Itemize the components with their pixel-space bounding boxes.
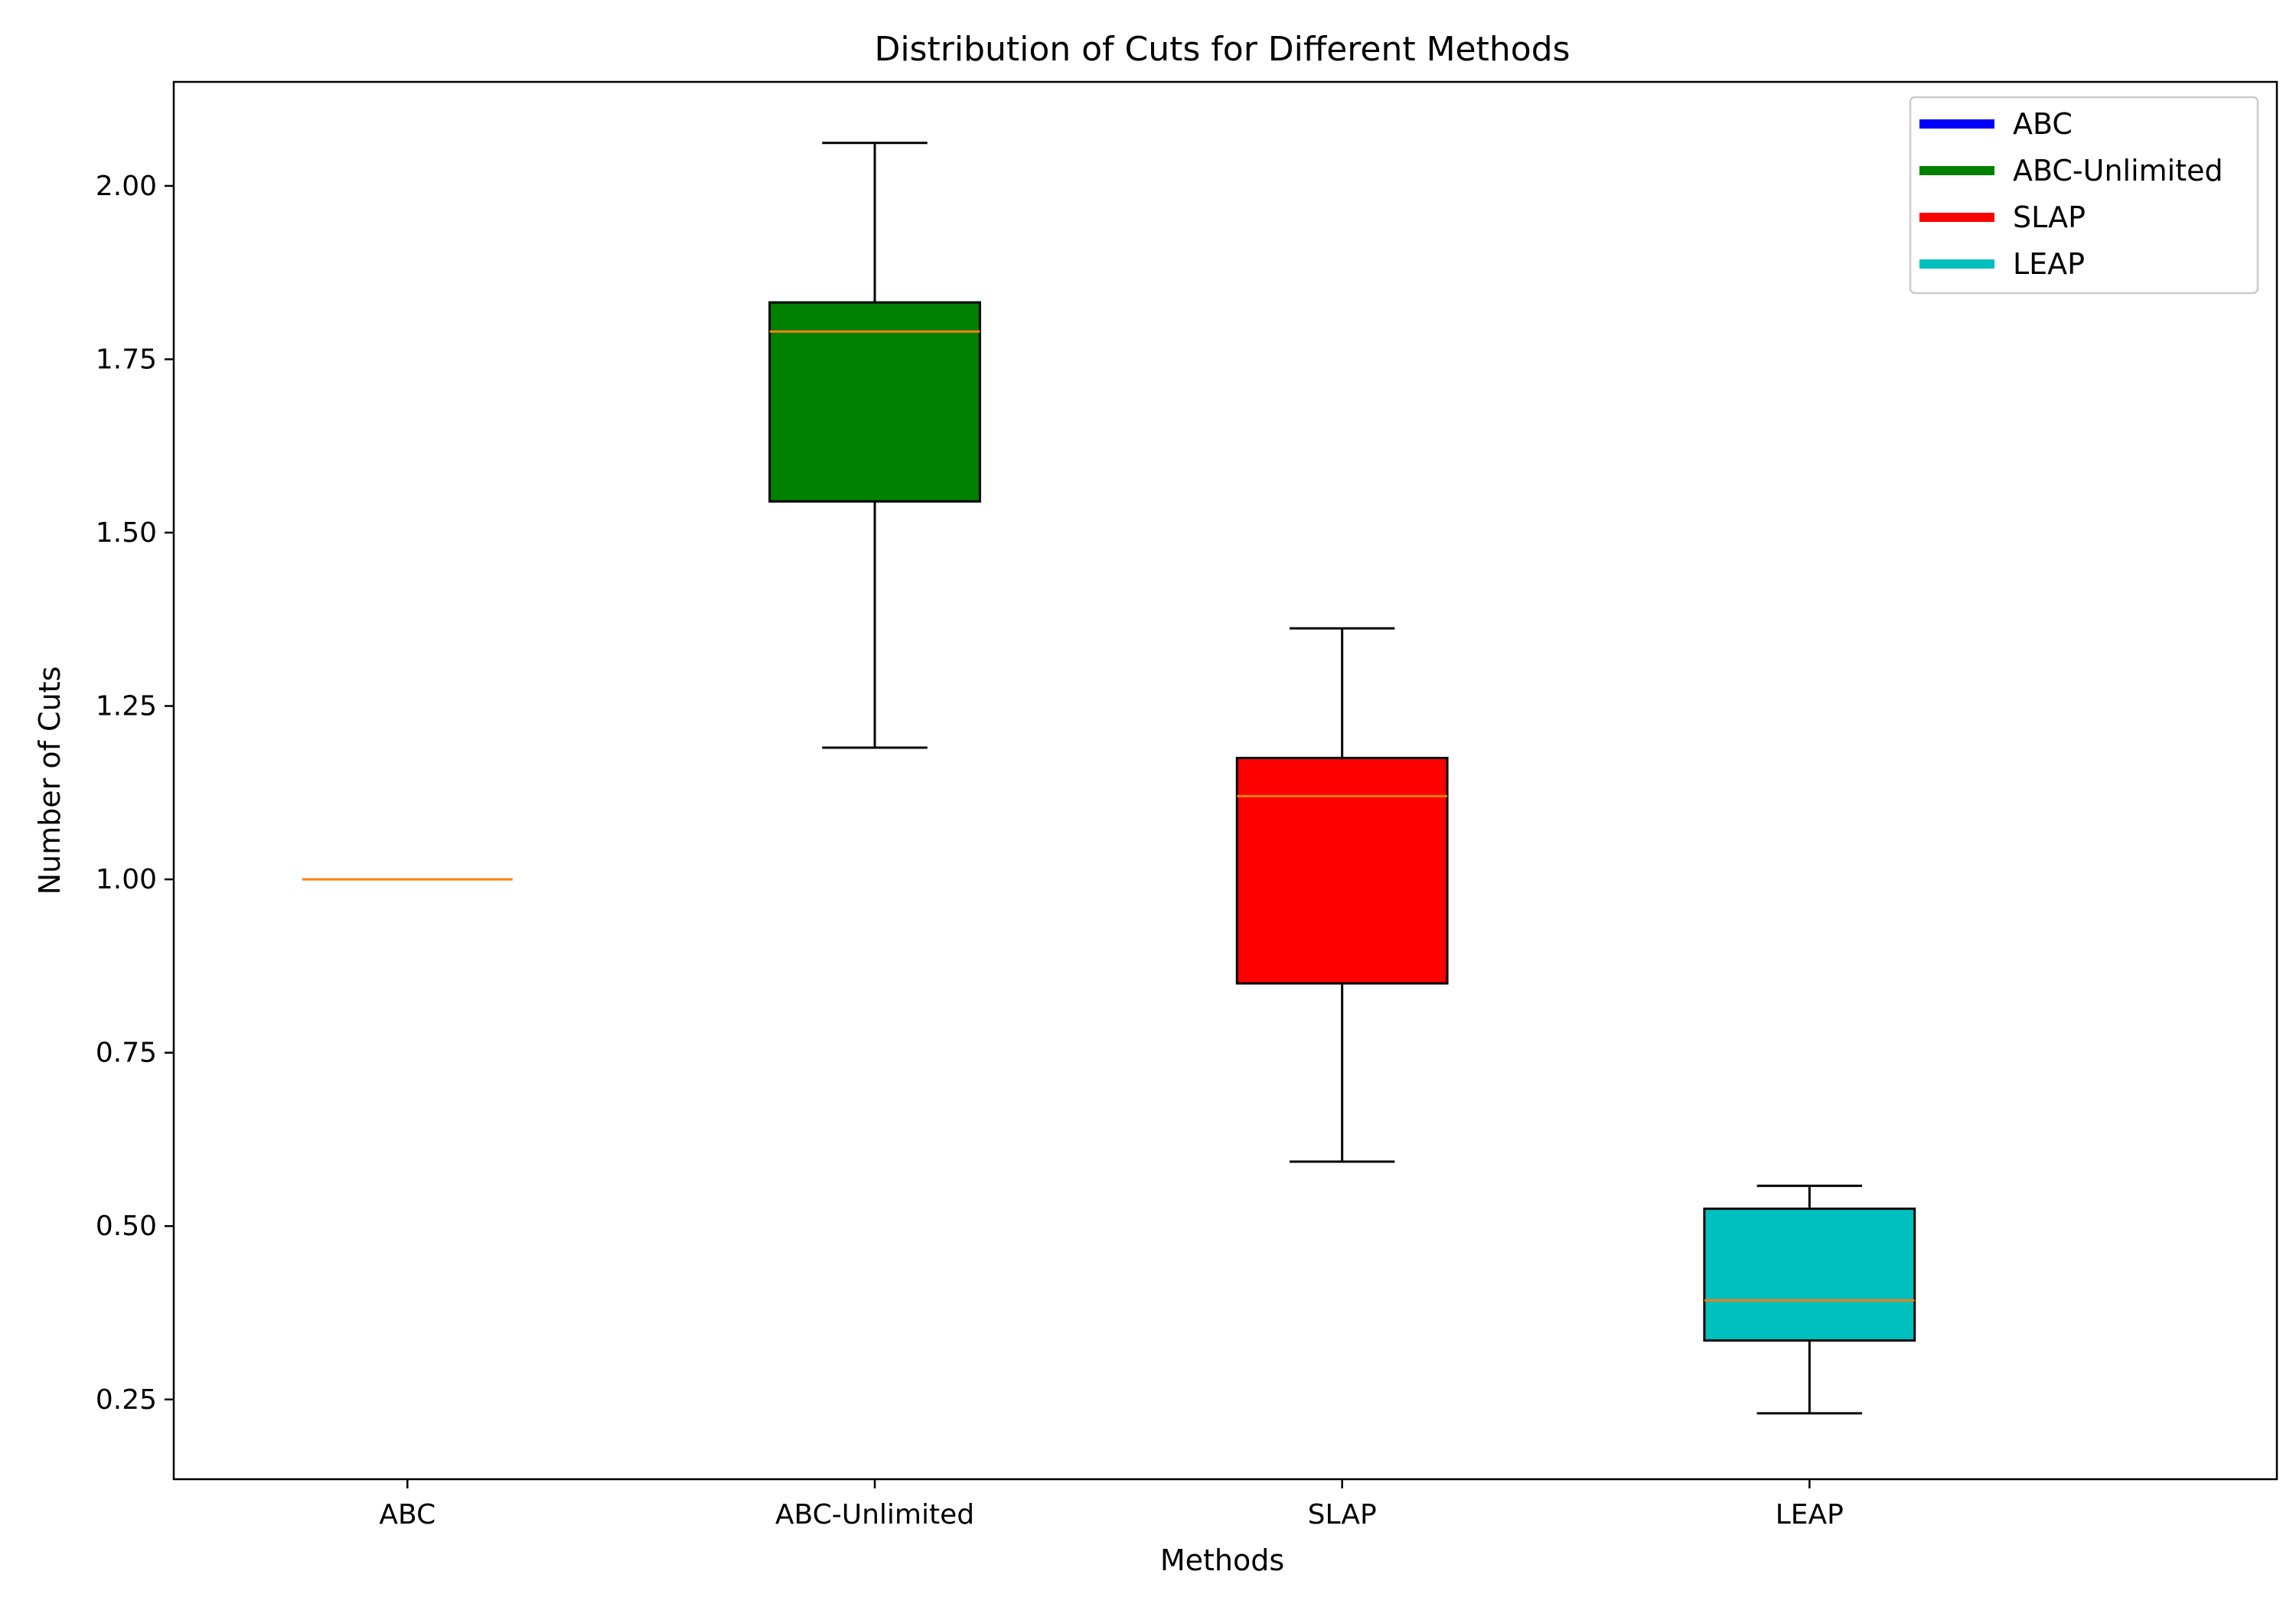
y-tick-label: 1.50 (96, 517, 157, 549)
plot-frame (172, 80, 2278, 1481)
legend-entry-label: SLAP (2013, 200, 2086, 234)
x-tick-label: SLAP (1308, 1499, 1377, 1530)
y-tick-label: 2.00 (96, 171, 157, 202)
y-tick-label: 0.50 (96, 1211, 157, 1242)
x-tick-label: LEAP (1776, 1499, 1844, 1530)
y-tick-label: 0.75 (96, 1038, 157, 1069)
chart-title: Distribution of Cuts for Different Metho… (874, 30, 1570, 69)
legend-entry-label: LEAP (2013, 247, 2085, 281)
x-tick-label: ABC-Unlimited (775, 1499, 974, 1530)
x-axis-label: Methods (1160, 1543, 1284, 1577)
y-tick-label: 0.25 (96, 1384, 157, 1416)
y-tick-label: 1.00 (96, 864, 157, 895)
y-tick-label: 1.75 (96, 344, 157, 375)
box-group-leap (1703, 1185, 1916, 1415)
legend-frame (1909, 96, 2259, 295)
legend: ABC ABC-Unlimited SLAP LEAP (1909, 96, 2259, 295)
box (1235, 757, 1449, 985)
box (1703, 1208, 1916, 1342)
plot-area: 0.25 0.50 0.75 1.00 1.25 1.50 1.75 2.00 ABC ABC-U… (96, 80, 2278, 1530)
x-tick-label: ABC (379, 1499, 435, 1530)
legend-entry-label: ABC (2013, 107, 2073, 141)
legend-entry-label: ABC-Unlimited (2013, 154, 2223, 187)
y-tick-label: 1.25 (96, 691, 157, 722)
box (768, 301, 981, 503)
y-axis-label: Number of Cuts (33, 667, 67, 895)
box-group-slap (1235, 627, 1449, 1163)
box-group-abc-unlimited (768, 142, 981, 749)
